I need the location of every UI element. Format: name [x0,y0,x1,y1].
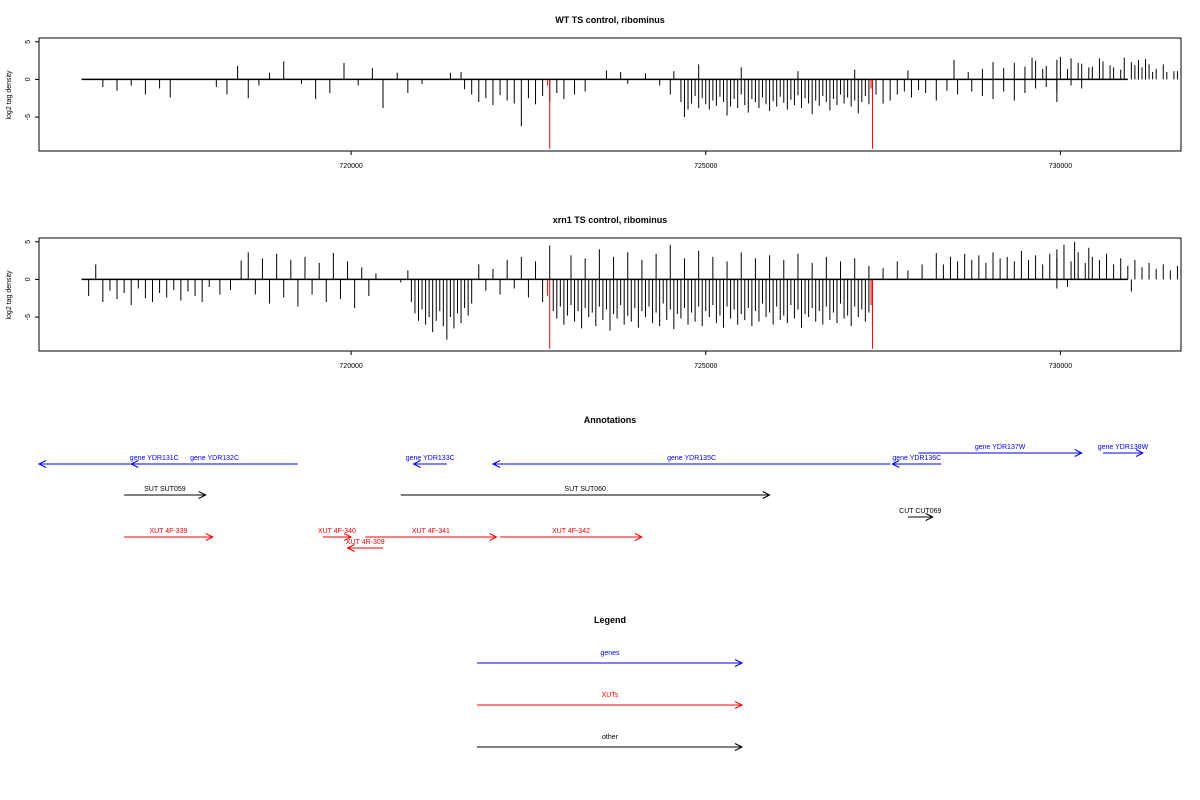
feature-label: XUT 4F-340 [318,528,356,535]
x-tick-label: 725000 [694,163,717,170]
feature-XUTs: XUT 4R-309 [346,539,385,552]
feature-label: gene YDR138W [1098,444,1149,451]
feature-label: SUT SUT060 [564,486,606,493]
arrowhead-icon [343,533,353,541]
arrowhead-icon [634,533,644,541]
feature-label: gene YDR137W [975,444,1026,451]
plot-frame [38,237,1182,352]
x-tick-label: 730000 [1049,363,1072,370]
feature-genes: gene YDR137W [918,444,1083,457]
legend-title: Legend [594,615,626,625]
feature-other: SUT SUT060 [400,486,771,499]
legend-items: genes XUTs other [477,650,744,751]
feature-arrows: gene YDR131C gene YDR132C gene YDR133C gene… [37,444,1149,552]
arrowhead-icon [1074,449,1083,457]
feature-label: CUT CUT069 [899,508,941,515]
arrowhead-icon [198,491,207,499]
legend-item-xuts: XUTs [477,692,744,709]
x-tick-label: 725000 [694,363,717,370]
arrowhead-icon [734,659,744,667]
arrowhead-icon [762,491,771,499]
arrowhead-icon [205,533,214,541]
arrowhead-icon [130,460,139,468]
arrowhead-icon [346,544,355,552]
legend-label: other [602,734,619,741]
arrowhead-icon [925,513,934,521]
feature-other: SUT SUT059 [124,486,207,499]
y-axis: 5 0 -5 [25,40,39,120]
panel-title: WT TS control, ribominus [555,15,665,25]
plot-frame [38,37,1182,152]
xrn1-coverage-panel: xrn1 TS control, ribominus log2 tag dens… [6,215,1182,370]
x-axis: 720000 725000 730000 [339,151,1072,170]
feature-label: XUT 4F-339 [149,528,187,535]
arrowhead-icon [489,533,498,541]
annotations-title: Annotations [584,415,637,425]
arrowhead-icon [491,460,501,468]
feature-label: SUT SUT059 [144,486,186,493]
wt-coverage-panel: WT TS control, ribominus log2 tag densit… [6,15,1182,170]
feature-genes: gene YDR138W [1098,444,1149,457]
feature-XUTs: XUT 4F-340 [318,528,356,541]
panel-title: xrn1 TS control, ribominus [553,215,668,225]
legend-label: genes [600,650,620,657]
coverage-bars [88,241,1178,349]
x-tick-label: 730000 [1049,163,1072,170]
arrowhead-icon [37,460,47,468]
legend-item-other: other [477,734,744,751]
legend-panel: Legend genes XUTs other [477,615,744,751]
arrowhead-icon [412,460,421,468]
arrowhead-icon [734,701,744,709]
y-axis-label: log2 tag density [6,270,13,320]
arrowhead-icon [734,743,744,751]
y-tick-label: -5 [25,314,32,320]
x-tick-label: 720000 [339,163,362,170]
legend-label: XUTs [602,692,619,699]
feature-label: XUT 4R-309 [346,539,385,546]
y-axis-label: log2 tag density [6,70,13,120]
feature-XUTs: XUT 4F-339 [124,528,214,541]
x-tick-label: 720000 [339,363,362,370]
feature-genes: gene YDR136C [891,455,942,468]
feature-XUTs: XUT 4F-342 [500,528,644,541]
feature-label: gene YDR135C [667,455,716,462]
feature-other: CUT CUT069 [899,508,942,521]
feature-label: gene YDR136C [892,455,941,462]
feature-label: gene YDR132C [190,455,239,462]
y-tick-label: -5 [25,114,32,120]
feature-XUTs: XUT 4F-341 [365,528,498,541]
x-axis: 720000 725000 730000 [339,351,1072,370]
feature-genes: gene YDR133C [406,455,455,468]
feature-label: XUT 4F-341 [412,528,450,535]
coverage-bars [102,56,1178,149]
feature-label: gene YDR131C [130,455,179,462]
feature-label: gene YDR133C [406,455,455,462]
y-tick-label: 5 [25,240,32,244]
y-tick-label: 0 [25,277,32,281]
y-tick-label: 5 [25,40,32,44]
y-tick-label: 0 [25,77,32,81]
annotations-panel: Annotations gene YDR131C gene YDR132C gene… [37,415,1149,552]
arrowhead-icon [891,460,900,468]
feature-genes: gene YDR135C [491,455,891,468]
feature-genes: gene YDR132C [130,455,298,468]
feature-label: XUT 4F-342 [552,528,590,535]
arrowhead-icon [1135,449,1145,457]
legend-item-genes: genes [477,650,744,667]
y-axis: 5 0 -5 [25,240,39,320]
